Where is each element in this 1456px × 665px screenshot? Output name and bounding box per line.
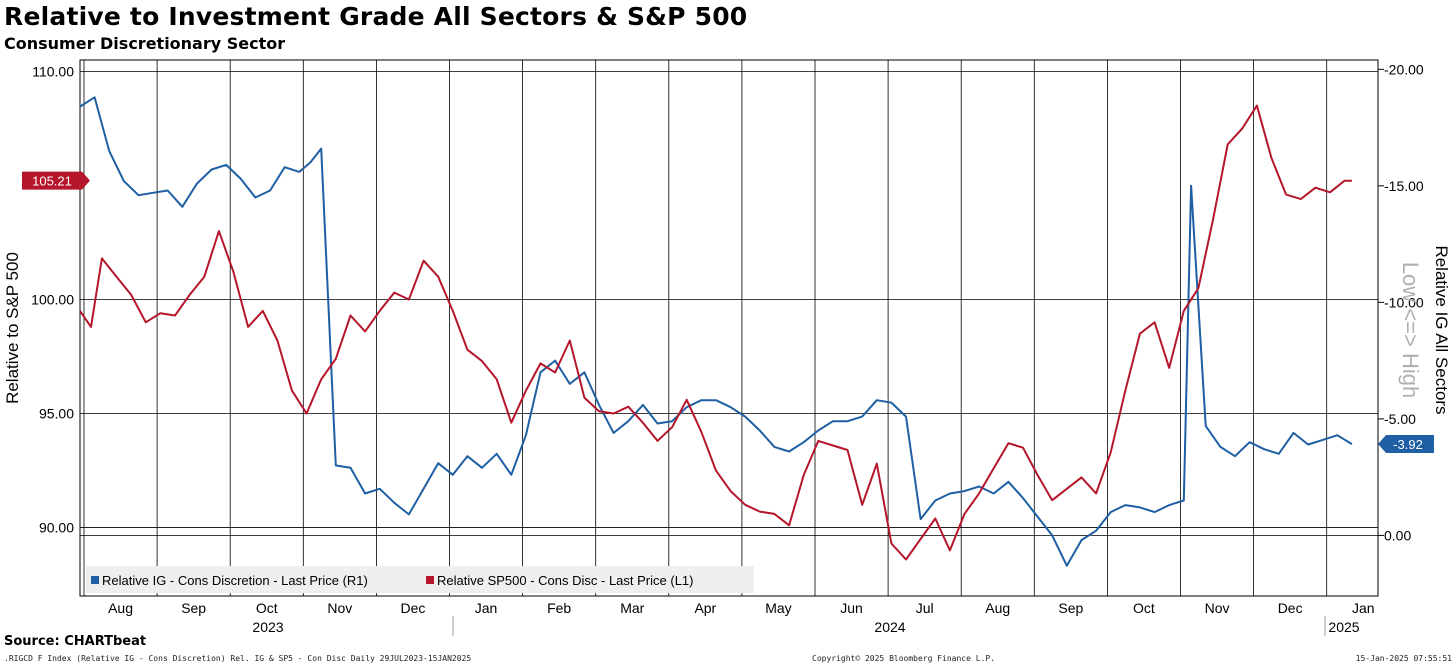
month-label: Jan: [475, 600, 498, 616]
left-tick-label: 90.00: [39, 520, 74, 536]
right-tick-label: 0.00: [1384, 527, 1411, 543]
last-value-left: 105.21: [32, 174, 72, 189]
month-label: Aug: [985, 600, 1010, 616]
footer-timestamp: 15-Jan-2025 07:55:51: [1355, 654, 1452, 663]
year-label: 2023: [252, 619, 283, 635]
month-label: Sep: [1058, 600, 1083, 616]
chart-subtitle: Consumer Discretionary Sector: [4, 34, 286, 53]
right-tick-label: -15.00: [1384, 178, 1424, 194]
left-axis-title: Relative to S&P 500: [3, 252, 22, 404]
series-layer: 105.21 -3.92: [22, 96, 1434, 567]
month-label: Aug: [108, 600, 133, 616]
month-label: Feb: [547, 600, 571, 616]
month-label: May: [765, 600, 791, 616]
right-axis-title: Relative IG All Sectors: [1432, 245, 1451, 414]
last-value-tag-left: [22, 171, 90, 190]
left-tick-label: 110.00: [32, 63, 74, 79]
month-label: Nov: [327, 600, 352, 616]
axes: [79, 59, 1384, 636]
footer-left: .RIGCD F Index (Relative IG - Cons Discr…: [4, 654, 472, 663]
month-label: Oct: [256, 600, 278, 616]
last-value-right: -3.92: [1393, 437, 1423, 452]
series-line-relative-sp500: [79, 104, 1352, 561]
legend: Relative IG - Cons Discretion - Last Pri…: [86, 566, 754, 593]
month-label: Sep: [181, 600, 206, 616]
right-tick-label: -20.00: [1384, 61, 1424, 77]
legend-label: Relative IG - Cons Discretion - Last Pri…: [102, 573, 368, 588]
last-value-tag-right: [1378, 435, 1434, 454]
left-tick-label: 100.00: [31, 291, 74, 307]
month-label: Oct: [1133, 600, 1155, 616]
left-tick-label: 95.00: [39, 406, 74, 422]
plot-frame: [79, 59, 1379, 597]
month-label: Nov: [1205, 600, 1230, 616]
month-label: Jan: [1352, 600, 1375, 616]
month-label: Dec: [1278, 600, 1303, 616]
right-tick-label: -5.00: [1384, 411, 1416, 427]
legend-box: [86, 566, 754, 593]
low-high-note: Low <=> High: [1398, 262, 1423, 398]
month-label: Mar: [620, 600, 644, 616]
grid: [80, 60, 1378, 596]
chart-title: Relative to Investment Grade All Sectors…: [4, 2, 748, 31]
legend-swatch: [426, 576, 434, 584]
source-note: Source: CHARTbeat: [4, 634, 147, 649]
axis-labels: 90.00 95.00 100.00 110.00 0.00 -5.00 -10.00 -15…: [3, 61, 1451, 635]
right-tick-label: -10.00: [1384, 294, 1424, 310]
month-label: Jul: [916, 600, 934, 616]
legend-label: Relative SP500 - Cons Disc - Last Price …: [437, 573, 693, 588]
legend-swatch: [91, 576, 99, 584]
month-label: Jun: [840, 600, 863, 616]
footer-copyright: Copyright© 2025 Bloomberg Finance L.P.: [812, 654, 996, 663]
year-label: 2024: [874, 619, 905, 635]
month-label: Dec: [400, 600, 425, 616]
series-line-relative-ig: [79, 96, 1353, 567]
year-label: 2025: [1328, 619, 1359, 635]
month-label: Apr: [694, 600, 716, 616]
